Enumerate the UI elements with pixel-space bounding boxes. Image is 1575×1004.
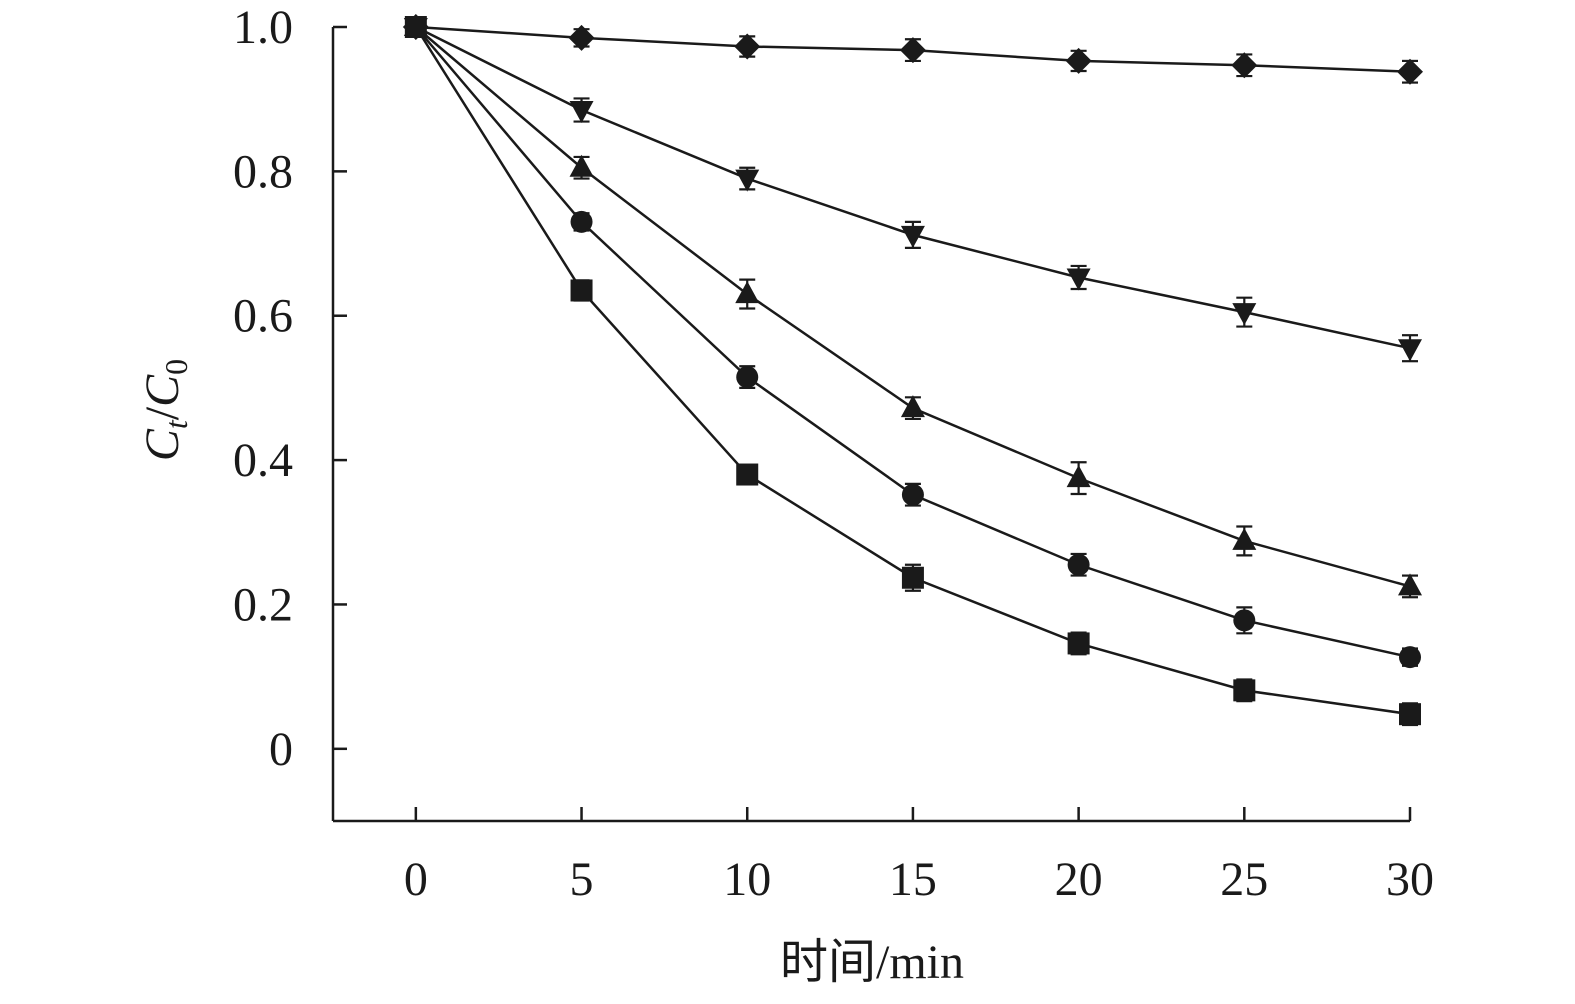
data-point-diamond	[568, 24, 595, 51]
y-ticks: 0 0.2 0.4 0.6 0.8 1.0	[233, 1, 347, 776]
y-axis-title-c1: C	[136, 428, 189, 461]
series-triangle-up	[403, 14, 1422, 599]
data-point-square	[570, 279, 593, 302]
data-point-circle	[736, 366, 759, 389]
data-point-diamond	[899, 37, 926, 64]
series-square	[404, 16, 1421, 727]
y-tick-label-0-6: 0.6	[233, 290, 293, 343]
data-point-diamond	[734, 33, 761, 60]
data-point-circle	[1067, 553, 1090, 576]
data-point-square	[736, 463, 759, 486]
data-point-diamond	[1397, 58, 1423, 85]
y-tick-label-1-0: 1.0	[233, 1, 293, 54]
x-tick-label-5: 5	[570, 853, 594, 906]
x-ticks: 0 5 10 15 20 25 30	[404, 807, 1434, 906]
series-diamond	[402, 14, 1423, 85]
data-point-diamond	[1065, 47, 1092, 74]
y-tick-label-0: 0	[269, 723, 293, 776]
x-tick-label-10: 10	[723, 853, 771, 906]
x-tick-label-15: 15	[889, 853, 937, 906]
x-tick-label-25: 25	[1220, 853, 1268, 906]
data-point-triangle-down	[1398, 339, 1422, 362]
data-point-triangle-down	[1066, 268, 1091, 291]
data-point-square	[901, 566, 924, 589]
data-point-circle	[901, 483, 924, 506]
data-point-triangle-up	[735, 281, 760, 304]
series-line-square	[414, 26, 1411, 716]
data-point-square	[1067, 632, 1090, 655]
data-point-triangle-down	[900, 225, 925, 248]
data-point-diamond	[1231, 52, 1258, 79]
y-tick-label-0-4: 0.4	[233, 434, 293, 487]
data-point-circle	[570, 210, 593, 233]
y-tick-label-0-8: 0.8	[233, 145, 293, 198]
x-axis-title: 时间/min	[780, 936, 964, 989]
data-point-triangle-up	[900, 395, 925, 418]
y-tick-label-0-2: 0.2	[233, 578, 293, 631]
data-point-triangle-up	[569, 154, 594, 177]
data-point-square	[404, 16, 427, 38]
data-point-square	[1399, 703, 1421, 726]
data-point-triangle-down	[1232, 303, 1257, 326]
data-point-triangle-up	[1066, 465, 1091, 488]
data-point-circle	[1233, 609, 1256, 632]
series-line-circle	[414, 26, 1411, 659]
series-circle	[404, 16, 1421, 669]
y-axis-title: Ct/C0	[136, 359, 194, 461]
x-tick-label-30: 30	[1386, 853, 1434, 906]
y-axis-title-c2: C	[136, 374, 189, 407]
x-tick-label-20: 20	[1055, 853, 1103, 906]
data-point-circle	[1399, 646, 1421, 669]
data-point-triangle-down	[569, 101, 594, 124]
series-triangle-down	[403, 18, 1422, 363]
data-point-square	[1233, 679, 1256, 702]
series-line-triangle-down	[415, 25, 1411, 350]
data-point-triangle-down	[735, 169, 760, 192]
axes: 0 0.2 0.4 0.6 0.8 1.0 0 5 10 15 20 25 30	[233, 1, 1434, 906]
data-point-triangle-up	[1232, 527, 1257, 550]
y-axis-title-slash: /	[136, 406, 189, 420]
series-layer	[402, 14, 1423, 727]
y-axis-title-sub-t: t	[158, 419, 194, 429]
y-axis-title-sub-0: 0	[158, 359, 194, 375]
x-tick-label-0: 0	[404, 853, 428, 906]
data-point-triangle-up	[1398, 573, 1422, 596]
